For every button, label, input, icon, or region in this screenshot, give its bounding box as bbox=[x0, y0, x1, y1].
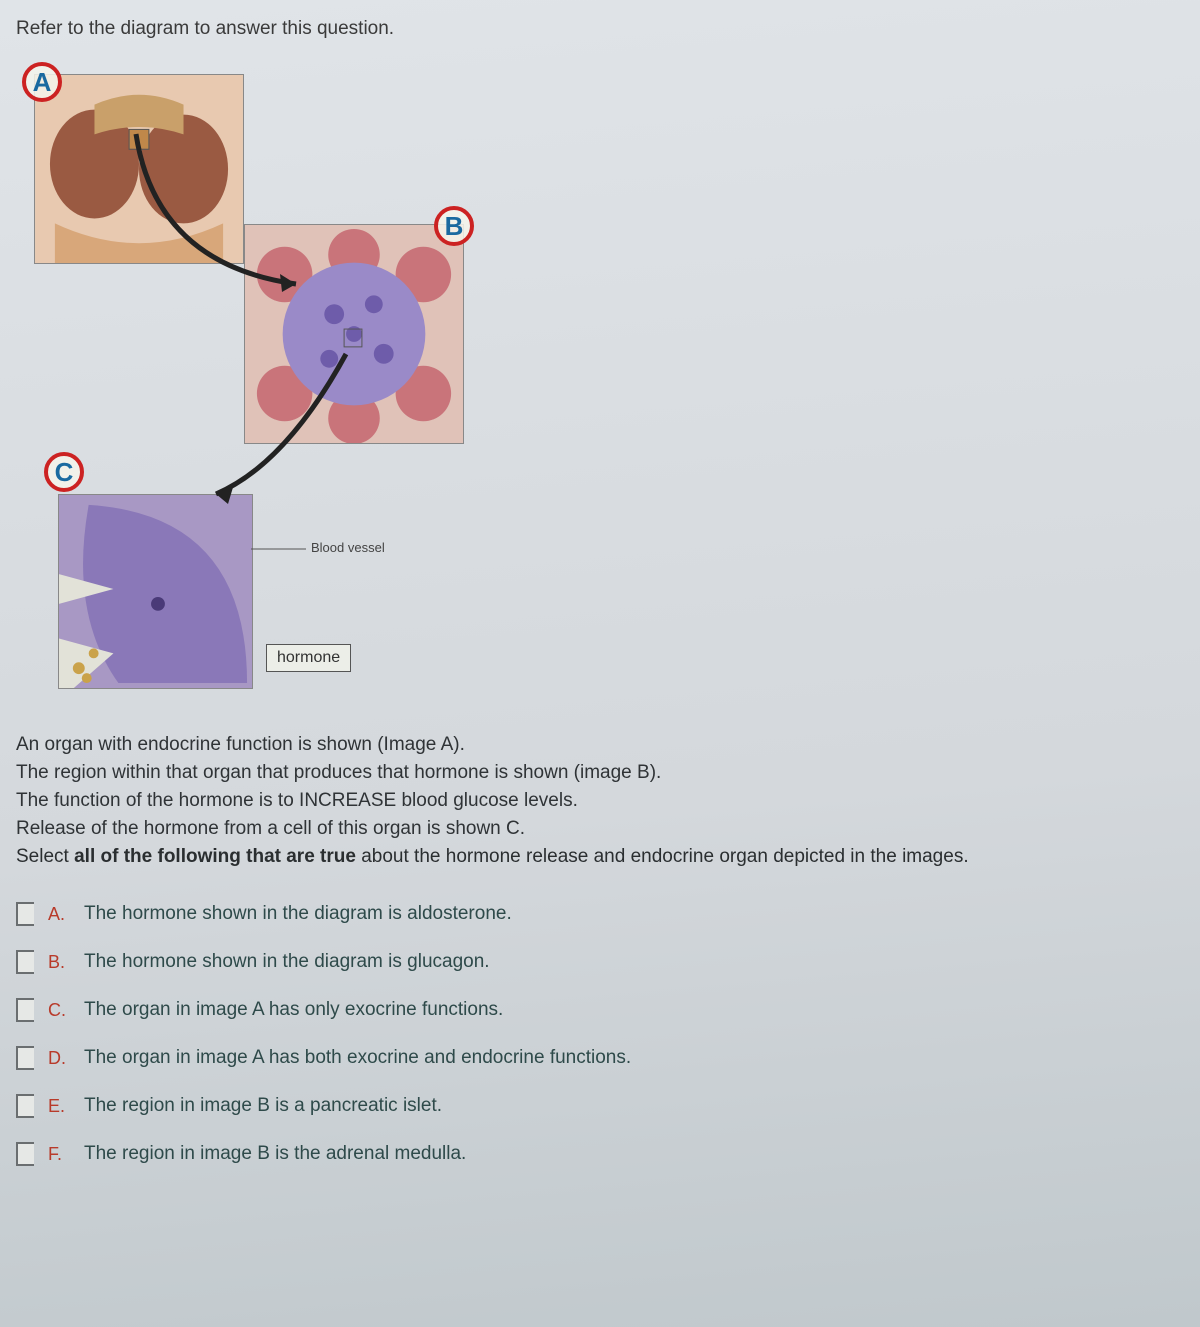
panel-a bbox=[34, 74, 244, 264]
option-text: The region in image B is the adrenal med… bbox=[84, 1143, 466, 1165]
options-list: A. The hormone shown in the diagram is a… bbox=[16, 890, 1184, 1178]
option-letter: B. bbox=[48, 952, 70, 973]
option-text: The hormone shown in the diagram is gluc… bbox=[84, 951, 490, 973]
option-checkbox[interactable] bbox=[16, 1094, 34, 1118]
option-letter: C. bbox=[48, 1000, 70, 1021]
panel-c bbox=[58, 494, 253, 689]
option-text: The region in image B is a pancreatic is… bbox=[84, 1095, 442, 1117]
desc-line-2: The region within that organ that produc… bbox=[16, 762, 1184, 784]
desc-line-3: The function of the hormone is to INCREA… bbox=[16, 790, 1184, 812]
option-checkbox[interactable] bbox=[16, 1046, 34, 1070]
panel-b bbox=[244, 224, 464, 444]
option-row[interactable]: E. The region in image B is a pancreatic… bbox=[16, 1082, 1184, 1130]
option-row[interactable]: F. The region in image B is the adrenal … bbox=[16, 1130, 1184, 1178]
description-block: An organ with endocrine function is show… bbox=[16, 734, 1184, 868]
option-letter: E. bbox=[48, 1096, 70, 1117]
option-text: The hormone shown in the diagram is aldo… bbox=[84, 903, 512, 925]
hormone-label-box: hormone bbox=[266, 644, 351, 672]
option-checkbox[interactable] bbox=[16, 950, 34, 974]
option-text: The organ in image A has both exocrine a… bbox=[84, 1047, 631, 1069]
panel-c-label: C bbox=[44, 452, 84, 492]
panel-a-label: A bbox=[22, 62, 62, 102]
option-row[interactable]: D. The organ in image A has both exocrin… bbox=[16, 1034, 1184, 1082]
option-row[interactable]: B. The hormone shown in the diagram is g… bbox=[16, 938, 1184, 986]
option-checkbox[interactable] bbox=[16, 1142, 34, 1166]
option-letter: D. bbox=[48, 1048, 70, 1069]
blood-vessel-label: Blood vessel bbox=[311, 540, 385, 555]
option-checkbox[interactable] bbox=[16, 902, 34, 926]
desc-line-4: Release of the hormone from a cell of th… bbox=[16, 818, 1184, 840]
panel-b-label: B bbox=[434, 206, 474, 246]
diagram-area: A B bbox=[16, 54, 516, 714]
option-text: The organ in image A has only exocrine f… bbox=[84, 999, 503, 1021]
option-letter: A. bbox=[48, 904, 70, 925]
prompt-bold: all of the following that are true bbox=[74, 846, 356, 867]
desc-prompt: Select all of the following that are tru… bbox=[16, 846, 1184, 868]
desc-line-1: An organ with endocrine function is show… bbox=[16, 734, 1184, 756]
prompt-after: about the hormone release and endocrine … bbox=[356, 846, 969, 867]
option-row[interactable]: C. The organ in image A has only exocrin… bbox=[16, 986, 1184, 1034]
option-letter: F. bbox=[48, 1144, 70, 1165]
option-checkbox[interactable] bbox=[16, 998, 34, 1022]
instruction-text: Refer to the diagram to answer this ques… bbox=[16, 18, 1184, 40]
prompt-before: Select bbox=[16, 846, 74, 867]
option-row[interactable]: A. The hormone shown in the diagram is a… bbox=[16, 890, 1184, 938]
